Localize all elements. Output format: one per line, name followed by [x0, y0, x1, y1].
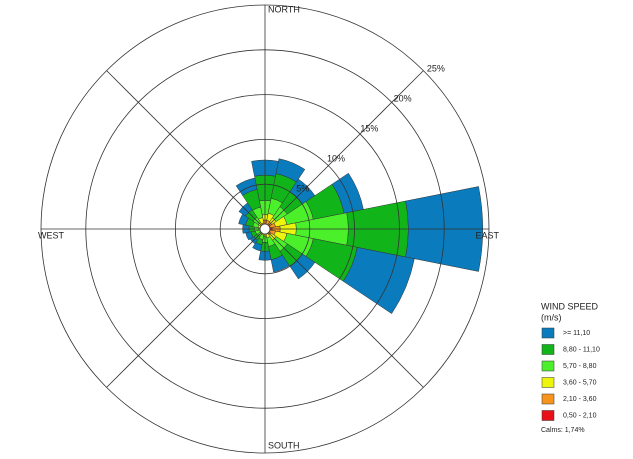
legend-title: WIND SPEED [541, 301, 599, 311]
legend-subtitle: (m/s) [541, 312, 562, 322]
direction-label: NORTH [268, 4, 300, 14]
petals [235, 158, 483, 314]
ring-label: 10% [327, 153, 345, 163]
legend-swatch [541, 344, 555, 355]
labels: 5% 10% 15% 20% 25% NORTH EAST SOUTH WEST [38, 4, 499, 450]
direction-label: SOUTH [268, 440, 300, 450]
spoke [106, 70, 266, 230]
grid [40, 4, 490, 454]
legend-label: 8,80 - 11,10 [563, 346, 600, 353]
ring-label: 15% [360, 123, 378, 133]
spoke [106, 228, 266, 388]
spoke [264, 70, 424, 230]
petal [342, 247, 415, 314]
legend-swatch [541, 327, 555, 339]
direction-label: EAST [475, 230, 499, 240]
legend-swatch [541, 360, 555, 372]
legend-label: 2,10 - 3,60 [563, 396, 597, 403]
calms-label: Calms: 1,74% [541, 427, 585, 434]
calm-circle [259, 223, 271, 235]
legend-swatch [541, 377, 555, 388]
legend: WIND SPEED (m/s) >= 11,10 8,80 - 11,10 5,7… [541, 301, 600, 433]
legend-swatch [541, 393, 555, 405]
spoke [264, 228, 424, 388]
ring-label: 20% [394, 93, 412, 103]
direction-label: WEST [38, 230, 65, 240]
ring-label: 5% [296, 183, 309, 193]
legend-label: >= 11,10 [563, 330, 590, 337]
legend-label: 3,60 - 5,70 [563, 379, 597, 386]
legend-label: 0,50 - 2,10 [563, 412, 597, 419]
legend-swatch [541, 410, 555, 421]
legend-label: 5,70 - 8,80 [563, 363, 597, 370]
ring-label: 25% [427, 63, 445, 73]
